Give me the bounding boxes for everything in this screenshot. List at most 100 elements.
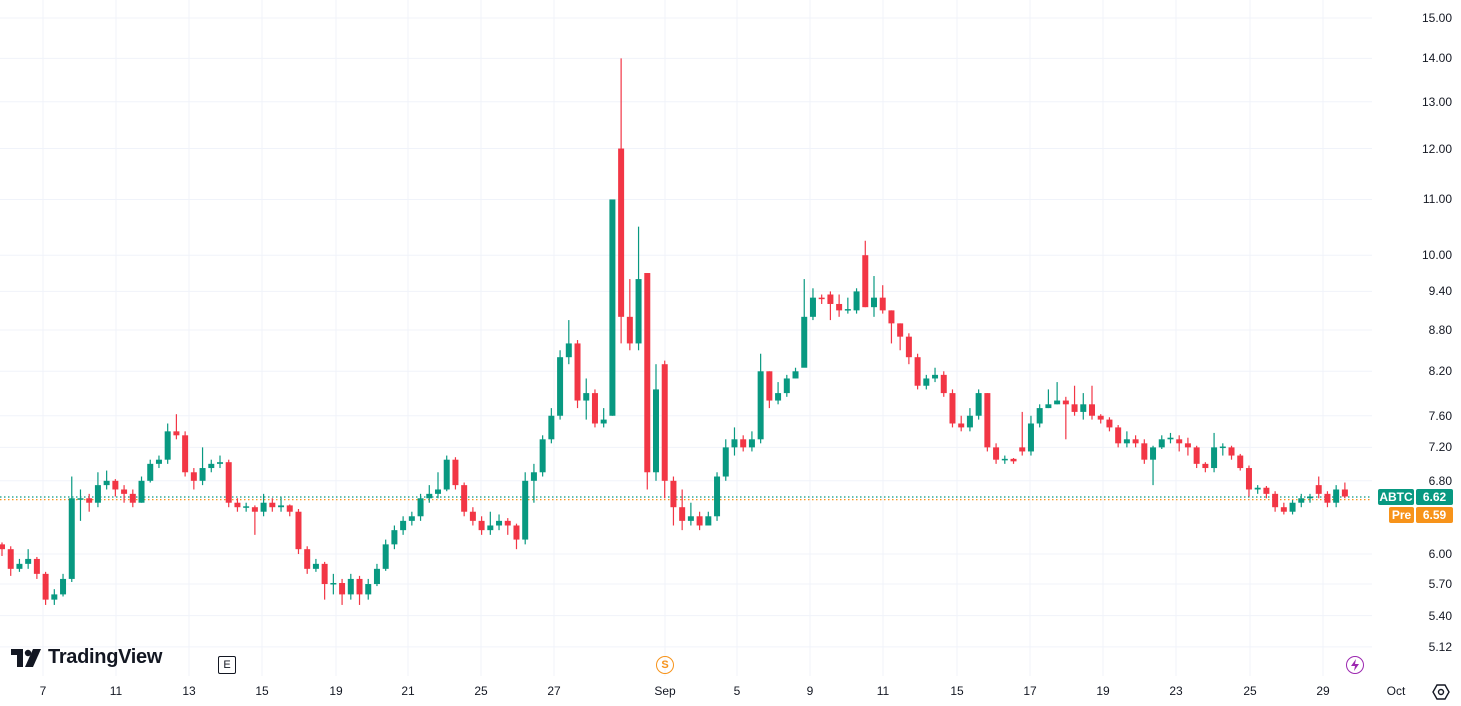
candle — [862, 240, 869, 308]
x-tick-label: 15 — [950, 684, 964, 698]
candle-body — [923, 378, 930, 386]
split-event-marker[interactable]: S — [656, 656, 674, 674]
candle-body — [173, 431, 180, 436]
candle — [1132, 435, 1139, 448]
candle — [217, 455, 223, 469]
candle — [984, 393, 991, 452]
x-tick-label: 27 — [547, 684, 561, 698]
candle-body — [478, 520, 485, 531]
candle-body — [905, 336, 912, 358]
candle-body — [966, 415, 973, 428]
candle-body — [269, 502, 276, 508]
gear-icon[interactable] — [1432, 683, 1450, 706]
candle — [740, 435, 747, 452]
candle — [321, 561, 328, 600]
candle-body — [365, 584, 372, 595]
y-tick-label: 8.80 — [1428, 322, 1452, 337]
tradingview-logo[interactable]: TradingView — [11, 646, 162, 669]
x-tick-label: 17 — [1023, 684, 1037, 698]
candle-body — [190, 472, 197, 481]
candle-body — [1158, 439, 1165, 448]
candle — [356, 575, 363, 605]
candle — [330, 573, 337, 595]
candle — [1333, 485, 1340, 508]
x-tick-label: 11 — [876, 684, 890, 698]
candle-body — [792, 371, 799, 379]
candle-body — [757, 371, 764, 440]
candle-body — [487, 525, 494, 531]
candle — [391, 525, 398, 550]
candle-body — [42, 573, 49, 600]
candle-body — [243, 506, 250, 508]
x-tick-label: 15 — [255, 684, 269, 698]
candle-body — [1010, 458, 1017, 462]
candle-body — [993, 447, 1000, 460]
candle-body — [836, 303, 843, 311]
candle — [530, 463, 537, 503]
candle-body — [286, 505, 293, 512]
candle — [609, 199, 616, 416]
candle-body — [1324, 493, 1331, 503]
candle — [129, 489, 136, 508]
candle-body — [1341, 489, 1348, 497]
candle-body — [295, 511, 302, 550]
candle — [1150, 445, 1157, 486]
candle — [1245, 465, 1252, 497]
candle-body — [86, 498, 93, 503]
candle-body — [60, 578, 67, 595]
candle-body — [155, 459, 162, 464]
candle-body — [199, 468, 206, 481]
candle-body — [1333, 489, 1340, 503]
candle-body — [1054, 400, 1061, 405]
candle-body — [452, 459, 459, 486]
candle-body — [1097, 415, 1104, 420]
candle — [1176, 435, 1183, 452]
candle — [836, 294, 843, 317]
candle-body — [1115, 427, 1122, 444]
candle — [295, 509, 302, 555]
candle-body — [696, 516, 703, 526]
candle — [844, 297, 851, 314]
candle-body — [644, 273, 651, 473]
candle-body — [984, 393, 991, 448]
candle — [1158, 435, 1165, 449]
candle-body — [103, 480, 110, 486]
candle — [548, 408, 555, 444]
candle — [1167, 432, 1174, 444]
price-lines — [0, 496, 1372, 501]
candle — [1341, 482, 1348, 499]
candle — [792, 367, 799, 379]
candle — [0, 542, 5, 556]
candle — [496, 514, 503, 531]
candle — [775, 382, 782, 405]
candle-body — [740, 439, 747, 448]
candle — [871, 276, 877, 317]
candle-body — [844, 309, 851, 311]
candle-body — [600, 419, 607, 424]
y-tick-label: 10.00 — [1421, 248, 1452, 263]
candle-body — [426, 493, 433, 499]
candle-body — [94, 485, 101, 503]
candle-body — [539, 439, 546, 473]
candle-body — [1184, 443, 1191, 448]
candle — [1089, 385, 1095, 420]
candle-body — [16, 563, 23, 569]
candle — [914, 353, 921, 390]
candle-body — [635, 279, 642, 344]
candle-body — [714, 476, 721, 517]
candle — [443, 455, 450, 492]
candle-body — [1263, 487, 1270, 494]
candle-body — [1062, 400, 1069, 405]
x-tick-label: 25 — [1243, 684, 1257, 698]
x-tick-label: Sep — [654, 684, 676, 698]
last-price-badge: 6.62 — [1416, 489, 1453, 505]
candle — [1298, 493, 1305, 508]
candle-body — [7, 549, 14, 569]
earnings-event-marker[interactable]: E — [218, 656, 236, 674]
y-tick-label: 6.80 — [1428, 473, 1452, 488]
lightning-icon[interactable] — [1346, 656, 1364, 674]
x-tick-label: 25 — [474, 684, 488, 698]
candle-body — [879, 297, 886, 311]
candle-body — [565, 343, 572, 358]
